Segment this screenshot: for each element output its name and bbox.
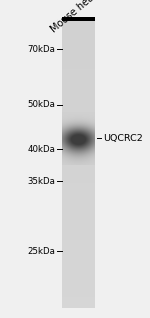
Text: Mouse heart: Mouse heart: [49, 0, 102, 35]
Text: UQCRC2: UQCRC2: [103, 134, 142, 143]
Text: 70kDa: 70kDa: [28, 45, 56, 54]
Bar: [62, 17, 95, 21]
Text: 40kDa: 40kDa: [28, 145, 56, 154]
Text: 50kDa: 50kDa: [28, 100, 56, 109]
Text: 35kDa: 35kDa: [28, 177, 56, 186]
Text: 25kDa: 25kDa: [28, 247, 56, 256]
